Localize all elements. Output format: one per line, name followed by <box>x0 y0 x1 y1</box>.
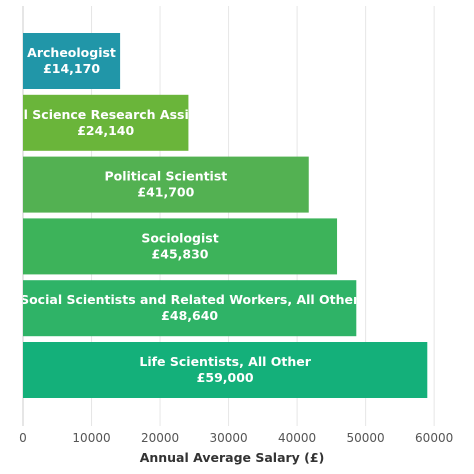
bar-value-label: £41,700 <box>137 185 194 200</box>
bar <box>23 94 189 151</box>
x-tick-label: 10000 <box>72 431 110 445</box>
bar-category-label: Life Scientists, All Other <box>139 354 311 369</box>
bar-category-label: Sociologist <box>141 230 218 245</box>
x-tick-label: 0 <box>19 431 27 445</box>
bar-category-label: Social Science Research Assistant <box>0 107 225 122</box>
bar-category-label: Archeologist <box>27 45 116 60</box>
bar-value-label: £45,830 <box>152 246 209 261</box>
x-axis: 0 10000 20000 30000 40000 50000 60000 <box>19 6 453 445</box>
bar-category-label: Political Scientist <box>104 169 227 184</box>
bar <box>23 218 338 275</box>
x-tick-label: 20000 <box>141 431 179 445</box>
bar <box>23 280 357 337</box>
bar <box>23 342 428 398</box>
bar-group: Political Scientist£41,700 <box>23 156 309 213</box>
bar <box>23 156 309 213</box>
bar-value-label: £14,170 <box>43 61 100 76</box>
x-axis-title: Annual Average Salary (£) <box>140 450 325 465</box>
x-tick-label: 50000 <box>347 431 385 445</box>
bar-category-label: Social Scientists and Related Workers, A… <box>20 292 360 307</box>
x-tick-label: 30000 <box>209 431 247 445</box>
bar-group: Social Science Research Assistant£24,140 <box>0 94 225 151</box>
bar-group: Social Scientists and Related Workers, A… <box>20 280 360 337</box>
x-tick-label: 40000 <box>278 431 316 445</box>
bar-value-label: £24,140 <box>77 123 134 138</box>
x-tick-label: 60000 <box>415 431 453 445</box>
bar <box>23 33 121 89</box>
bar-group: Life Scientists, All Other£59,000 <box>23 342 428 398</box>
bar-value-label: £48,640 <box>161 308 218 323</box>
bar-value-label: £59,000 <box>197 370 254 385</box>
bar-group: Archeologist£14,170 <box>23 33 121 89</box>
bar-group: Sociologist£45,830 <box>23 218 338 275</box>
